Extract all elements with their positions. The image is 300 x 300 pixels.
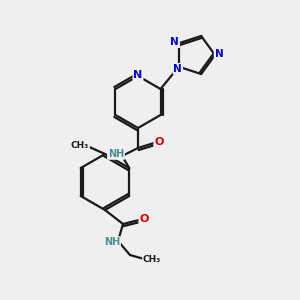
Text: NH: NH <box>104 237 120 247</box>
Text: O: O <box>154 137 164 147</box>
Text: N: N <box>134 70 142 80</box>
Text: CH₃: CH₃ <box>143 254 161 263</box>
Text: N: N <box>170 37 179 47</box>
Text: O: O <box>139 214 149 224</box>
Text: CH₃: CH₃ <box>71 140 89 149</box>
Text: N: N <box>214 49 224 59</box>
Text: NH: NH <box>108 149 124 159</box>
Text: N: N <box>173 64 182 74</box>
